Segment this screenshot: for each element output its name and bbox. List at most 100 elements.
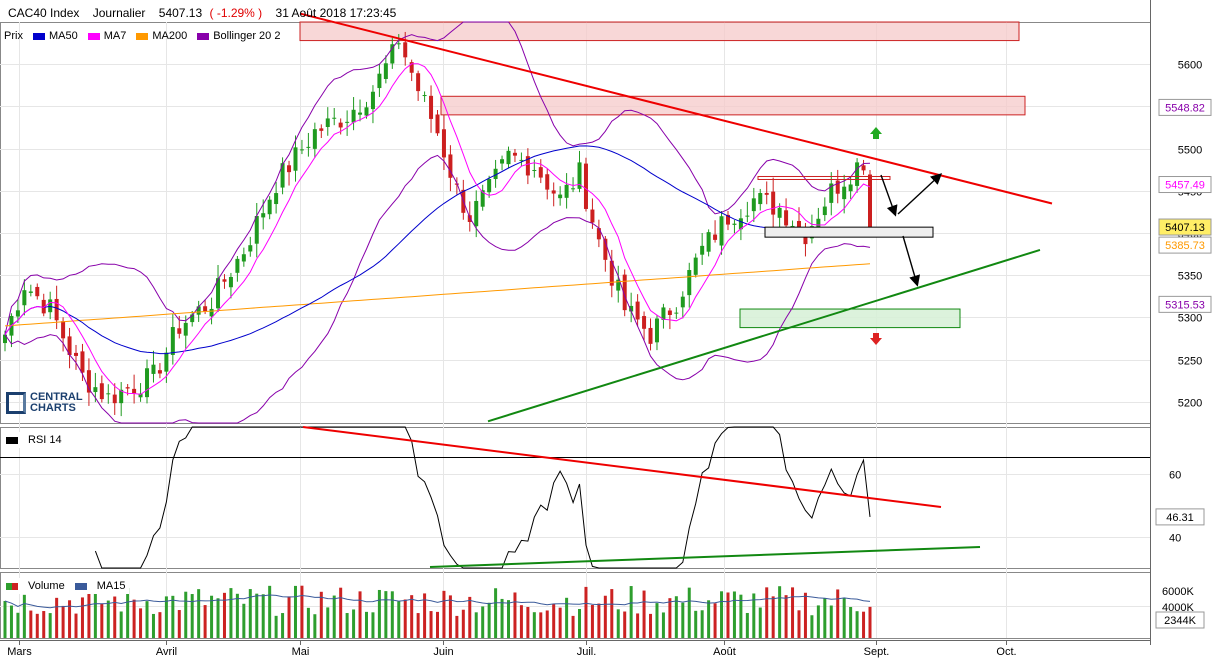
candle (642, 311, 647, 341)
candle (370, 85, 375, 124)
candle-body (538, 167, 543, 178)
candle (564, 173, 569, 209)
candle (112, 383, 117, 415)
candle (654, 314, 659, 351)
volume-bar (410, 595, 414, 638)
candle-body (738, 218, 743, 230)
rsi-legend-label[interactable]: RSI 14 (28, 434, 62, 446)
candle (822, 197, 827, 222)
resistance-trendline (299, 12, 1053, 205)
candle (777, 203, 782, 229)
candle (383, 55, 388, 84)
candle (86, 358, 91, 406)
volume-bar (184, 591, 188, 638)
candle-body (829, 183, 834, 203)
volume-bar (352, 609, 356, 638)
volume-bar (862, 611, 866, 638)
candle (61, 317, 66, 352)
candle (687, 262, 692, 308)
candle-body (500, 159, 505, 164)
ma7-line (4, 63, 871, 395)
candle (577, 150, 582, 193)
candle (74, 344, 79, 370)
volume-bar (803, 592, 807, 638)
volume-bar (758, 607, 762, 638)
candle-body (67, 336, 72, 356)
ma15-legend-label[interactable]: MA15 (96, 580, 126, 592)
candle (216, 264, 221, 313)
candle (274, 181, 279, 214)
volume-bar (48, 613, 52, 638)
volume-bar (177, 610, 181, 638)
candle-body (725, 214, 730, 225)
volume-bar (565, 597, 569, 638)
candle-body (216, 278, 221, 309)
candle-body (732, 223, 737, 225)
candle-body (112, 394, 117, 404)
candle (868, 170, 872, 233)
candle-body (145, 368, 150, 398)
candle-body (448, 154, 453, 178)
candle (538, 159, 543, 184)
volume-bar (287, 596, 291, 638)
volume-legend-label[interactable]: Volume (28, 580, 65, 592)
candle (358, 99, 363, 122)
volume-bar (687, 587, 691, 638)
candle-body (551, 190, 556, 194)
legend-item-bollinger[interactable]: Bollinger 20 2 (197, 30, 280, 42)
candle (764, 181, 769, 205)
candle (228, 272, 233, 299)
candle-body (325, 118, 330, 128)
volume-bar (623, 611, 627, 638)
legend-item-ma7[interactable]: MA7 (87, 30, 126, 42)
candle (706, 229, 711, 257)
legend-item-ma50[interactable]: MA50 (32, 30, 78, 42)
candle (519, 152, 524, 167)
rsi-line (94, 426, 871, 569)
resistance-zone-top (299, 21, 1020, 42)
candle (487, 175, 492, 198)
candle-body (138, 393, 143, 398)
candle (377, 63, 382, 97)
candle (583, 157, 588, 212)
x-tick-label: Juil. (577, 646, 597, 658)
volume-swatch (6, 582, 18, 590)
candle-body (667, 310, 672, 315)
candle (596, 219, 601, 248)
candle-body (125, 387, 130, 389)
candle (345, 110, 350, 136)
volume-bar (35, 613, 39, 638)
candle (422, 91, 427, 102)
volume-bar (674, 596, 678, 638)
candle-body (855, 162, 860, 186)
down-arrow-icon (870, 333, 882, 345)
legend-item-ma200[interactable]: MA200 (136, 30, 187, 42)
volume-bar (281, 613, 285, 638)
candle (409, 59, 414, 82)
ma50-swatch (32, 32, 45, 40)
candle-body (390, 44, 395, 64)
volume-bar (429, 611, 433, 638)
candle-body (519, 159, 524, 161)
volume-bar (326, 607, 330, 638)
legend-item-prix[interactable]: Prix (4, 30, 23, 42)
volume-bar (829, 605, 833, 638)
candle (67, 327, 72, 369)
candle (332, 108, 337, 126)
candle-body (306, 146, 311, 148)
candle-body (558, 194, 563, 199)
volume-bar (132, 599, 136, 638)
volume-bar (293, 585, 297, 638)
candle-body (41, 299, 46, 314)
volume-bar (752, 593, 756, 638)
volume-bar (106, 600, 110, 638)
volume-bar (268, 585, 272, 638)
current-level-box (764, 226, 934, 238)
candle (493, 159, 498, 188)
volume-bar (55, 597, 59, 638)
volume-bar (597, 603, 601, 638)
candle-body (383, 63, 388, 79)
volume-bar (558, 607, 562, 638)
volume-bar (29, 610, 33, 638)
